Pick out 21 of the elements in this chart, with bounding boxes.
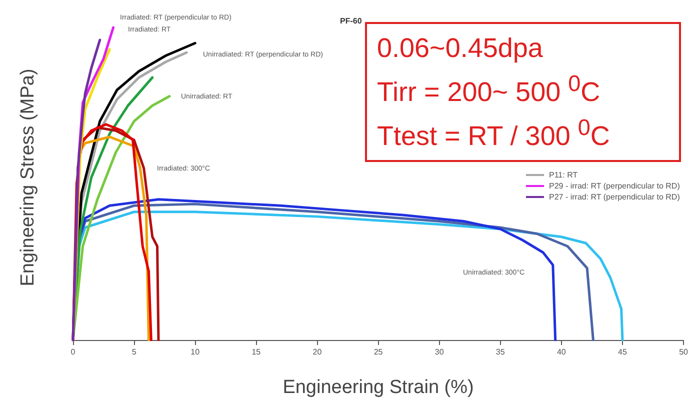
x-tick-label: 10 xyxy=(190,348,200,356)
x-tick-label: 20 xyxy=(312,348,322,356)
text-box: 0.06~0.45dpa Tirr = 200~ 500 $^{0}$C Ttest = RT / 300 $^{0}$C xyxy=(365,22,681,162)
x-tick-label: 15 xyxy=(252,348,262,356)
x-tick-label: 50 xyxy=(679,348,689,356)
x-tick-label: 45 xyxy=(618,348,628,356)
annotation: 0.06~0.45dpa xyxy=(377,32,544,65)
annotation: Tirr = 200~ 500 $^{0}$C xyxy=(377,70,602,109)
x-axis-title: Engineering Strain (%) xyxy=(282,377,474,398)
legend-label: P11: RT xyxy=(548,170,578,180)
chart-title: PF-60 xyxy=(340,16,362,26)
legend-label: P29 - irrad: RT (perpendicular to RD) xyxy=(548,182,680,190)
x-tick-label: 35 xyxy=(496,348,506,356)
y-axis-title: Engineering Stress (MPa) xyxy=(18,68,38,286)
x-tick-label: 25 xyxy=(374,348,384,356)
x-tick-label: 0 xyxy=(70,348,76,356)
x-tick-label: 30 xyxy=(434,348,444,356)
x-tick-label: 5 xyxy=(132,348,137,356)
x-tick-label: 40 xyxy=(556,348,566,356)
legend-label: P27 - irrad: RT (perpendicular to RD) xyxy=(548,192,680,202)
annotation: Ttest = RT / 300 $^{0}$C xyxy=(377,114,611,153)
